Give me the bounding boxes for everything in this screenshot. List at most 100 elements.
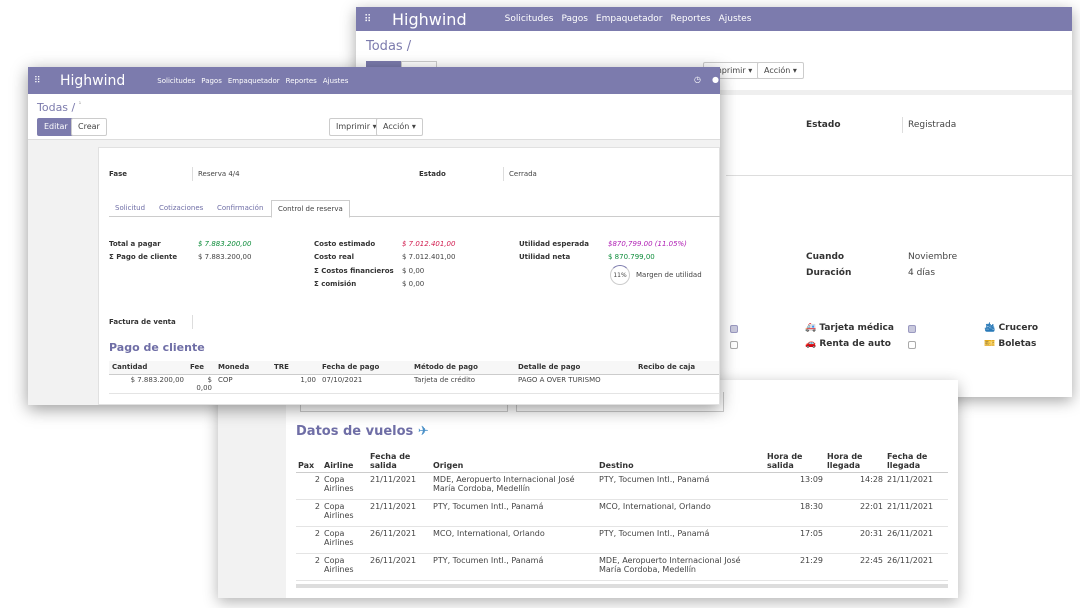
nav-pagos[interactable]: Pagos [561, 14, 588, 24]
cell-origen: PTY, Tocumen Intl., Panamá [431, 499, 597, 527]
nav-reportes[interactable]: Reportes [670, 14, 711, 24]
app-brand[interactable]: Highwind [60, 72, 126, 89]
th-pax[interactable]: Pax [296, 444, 322, 473]
front-form-sheet: Fase Reserva 4/4 Estado Cerrada Solicitu… [98, 147, 720, 405]
print-button[interactable]: Imprimir ▾ [329, 118, 384, 136]
app-brand[interactable]: Highwind [392, 9, 467, 29]
nav-reportes[interactable]: Reportes [285, 76, 317, 85]
cell-recibo-caja [635, 374, 719, 394]
fase-sep [192, 167, 193, 181]
cell-metodo-pago: Tarjeta de crédito [411, 374, 515, 394]
service-renta-de-auto: 🚗 Renta de auto [805, 339, 891, 349]
checkbox-tarjeta-medica[interactable] [908, 325, 916, 333]
table-row[interactable]: 2 Copa Airlines 21/11/2021 MDE, Aeropuer… [296, 472, 948, 500]
th-destino[interactable]: Destino [597, 444, 765, 473]
back-duracion-value: 4 días [908, 268, 936, 278]
cell-pax: 2 [296, 499, 322, 527]
nav-empaquetador[interactable]: Empaquetador [227, 76, 280, 85]
costo-estimado-value: $ 7.012.401,00 [402, 240, 456, 248]
th-fecha-pago[interactable]: Fecha de pago [319, 361, 411, 375]
create-button[interactable]: Crear [71, 118, 107, 136]
tab-confirmacion[interactable]: Confirmación [217, 204, 264, 212]
back-estado-value: Registrada [908, 120, 957, 130]
nav-pagos[interactable]: Pagos [201, 76, 222, 85]
th-tre[interactable]: TRE [271, 361, 319, 375]
cell-hora-salida: 18:30 [765, 499, 825, 527]
th-hora-llegada[interactable]: Hora de llegada [825, 444, 885, 473]
back-create-button-partial[interactable] [401, 61, 437, 69]
th-fecha-salida[interactable]: Fecha de salida [368, 444, 431, 473]
cell-fecha-salida: 26/11/2021 [368, 526, 431, 554]
th-detalle-pago[interactable]: Detalle de pago [515, 361, 635, 375]
back-cuando-label: Cuando [806, 252, 845, 262]
table-row[interactable]: 2 Copa Airlines 21/11/2021 PTY, Tocumen … [296, 499, 948, 527]
action-button[interactable]: Acción ▾ [376, 118, 423, 136]
cell-fecha-salida: 21/11/2021 [368, 499, 431, 527]
checkbox-renta-de-auto[interactable] [908, 341, 916, 349]
tab-control-de-reserva[interactable]: Control de reserva [271, 200, 350, 218]
table-row[interactable]: $ 7.883.200,00 $ 0,00 COP 1,00 07/10/202… [109, 374, 719, 394]
flights-scrollbar[interactable] [296, 584, 948, 588]
service-tarjeta-medica-label: Tarjeta médica [819, 323, 894, 333]
th-airline[interactable]: Airline [322, 444, 368, 473]
fase-label: Fase [109, 170, 128, 178]
cell-fecha-salida: 26/11/2021 [368, 553, 431, 581]
back-action-button[interactable]: Acción ▾ [757, 62, 804, 79]
costo-estimado-label: Costo estimado [314, 240, 376, 248]
th-hora-salida[interactable]: Hora de salida [765, 444, 825, 473]
tab-cotizaciones[interactable]: Cotizaciones [159, 204, 204, 212]
cell-origen: MCO, International, Orlando [431, 526, 597, 554]
cell-origen: MDE, Aeropuerto Internacional José María… [431, 472, 597, 500]
ship-icon: 🛳 [984, 323, 996, 333]
th-fecha-llegada[interactable]: Fecha de llegada [885, 444, 948, 473]
th-origen[interactable]: Origen [431, 444, 597, 473]
chat-icon[interactable]: ● [712, 75, 719, 84]
checkbox-prev-2[interactable] [730, 341, 738, 349]
back-edit-button-partial[interactable] [366, 61, 401, 69]
th-moneda[interactable]: Moneda [215, 361, 271, 375]
th-metodo-pago[interactable]: Método de pago [411, 361, 515, 375]
estado-value: Cerrada [509, 170, 537, 178]
cell-hora-llegada: 22:45 [825, 553, 885, 581]
nav-solicitudes[interactable]: Solicitudes [504, 14, 554, 24]
apps-menu-icon[interactable]: ⠿ [364, 13, 372, 25]
costo-real-label: Costo real [314, 253, 355, 261]
cell-tre: 1,00 [271, 374, 319, 394]
nav-ajustes[interactable]: Ajustes [322, 76, 349, 85]
service-crucero-label: Crucero [998, 323, 1039, 333]
tab-solicitud[interactable]: Solicitud [115, 204, 146, 212]
table-row[interactable]: 2 Copa Airlines 26/11/2021 PTY, Tocumen … [296, 553, 948, 581]
table-row[interactable]: 2 Copa Airlines 26/11/2021 MCO, Internat… [296, 526, 948, 554]
service-boletas-label: Boletas [998, 339, 1037, 349]
back-topbar: ⠿ Highwind Solicitudes Pagos Empaquetado… [356, 7, 1072, 31]
th-recibo-caja[interactable]: Recibo de caja [635, 361, 719, 375]
edit-button[interactable]: Editar [37, 118, 75, 136]
cell-pax: 2 [296, 472, 322, 500]
factura-label: Factura de venta [109, 318, 176, 326]
front-breadcrumb-link[interactable]: Todas / [37, 101, 76, 114]
fase-value: Reserva 4/4 [198, 170, 240, 178]
nav-solicitudes[interactable]: Solicitudes [157, 76, 196, 85]
checkbox-prev-1[interactable] [730, 325, 738, 333]
back-breadcrumb[interactable]: Todas / [366, 39, 412, 54]
nav-empaquetador[interactable]: Empaquetador [595, 14, 663, 24]
flights-title: Datos de vuelos ✈ [296, 424, 429, 439]
th-fee[interactable]: Fee [187, 361, 215, 375]
clock-icon[interactable]: ◷ [694, 75, 701, 84]
apps-menu-icon[interactable]: ⠿ [34, 75, 41, 86]
factura-sep [192, 315, 193, 329]
flights-header-row: Pax Airline Fecha de salida Origen Desti… [296, 444, 948, 473]
utilidad-neta-value: $ 870.799,00 [608, 253, 655, 261]
cell-hora-salida: 17:05 [765, 526, 825, 554]
service-crucero: 🛳 Crucero [984, 323, 1038, 333]
front-topbar: ⠿ Highwind Solicitudes Pagos Empaquetado… [28, 67, 720, 94]
car-icon: 🚗 [805, 339, 817, 349]
th-cantidad[interactable]: Cantidad [109, 361, 187, 375]
cell-fecha-pago: 07/10/2021 [319, 374, 411, 394]
costo-real-value: $ 7.012.401,00 [402, 253, 456, 261]
cell-fecha-llegada: 26/11/2021 [885, 526, 948, 554]
tab-bar: Solicitud Cotizaciones Confirmación Cont… [109, 200, 720, 218]
service-renta-de-auto-label: Renta de auto [819, 339, 891, 349]
nav-ajustes[interactable]: Ajustes [718, 14, 752, 24]
utilidad-esperada-value: $870,799.00 (11.05%) [608, 240, 687, 248]
